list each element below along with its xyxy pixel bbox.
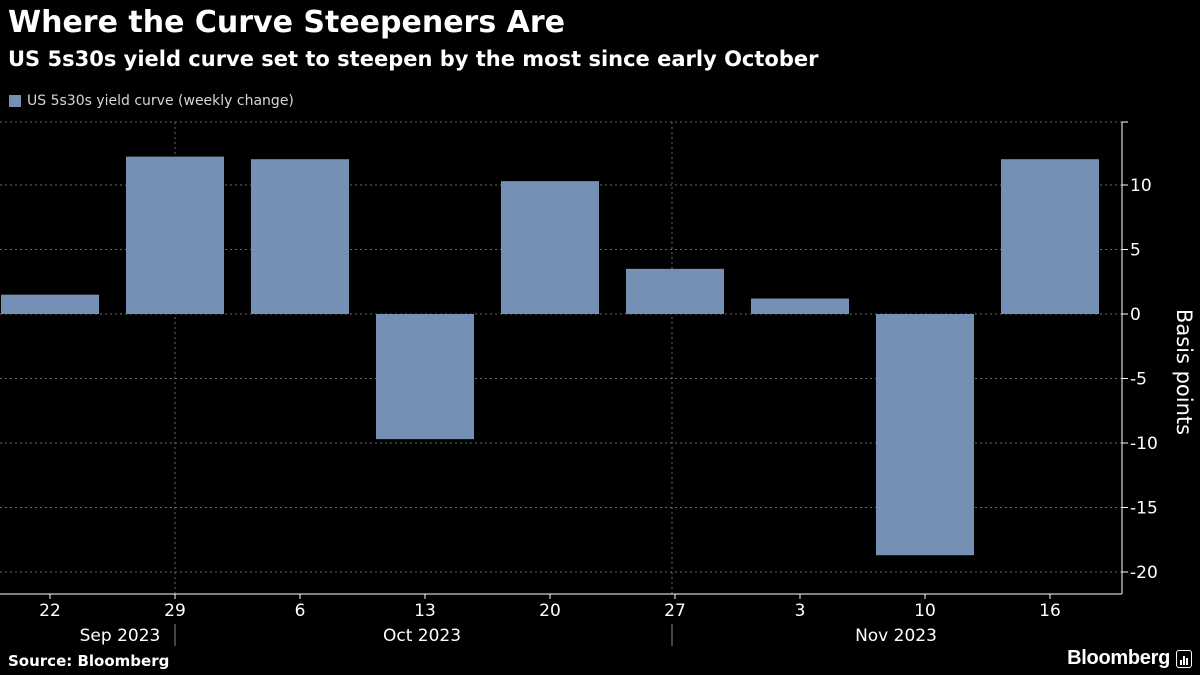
bar-6 [251,159,349,314]
x-tick-label: 22 [39,601,61,621]
y-tick-label: -5 [1130,370,1147,390]
bar-20 [501,181,599,314]
bar-3 [751,298,849,314]
month-label: Nov 2023 [855,626,937,646]
y-tick-label: 10 [1130,176,1152,196]
logo-text: Bloomberg [1067,647,1170,669]
bar-29 [126,156,224,314]
bar-22 [1,294,99,314]
chart-subtitle: US 5s30s yield curve set to steepen by t… [8,47,819,71]
x-tick-label: 10 [914,601,936,621]
legend: US 5s30s yield curve (weekly change) [9,92,294,110]
month-label: Oct 2023 [383,626,461,646]
legend-swatch [9,95,21,107]
bar-27 [626,268,724,314]
x-tick-label: 29 [164,601,186,621]
bar-13 [376,314,474,440]
legend-label: US 5s30s yield curve (weekly change) [27,93,294,109]
y-tick-label: 0 [1130,305,1141,325]
source-note: Source: Bloomberg [8,652,170,670]
chart-title: Where the Curve Steepeners Are [8,5,566,40]
y-axis-title: Basis points [1172,309,1196,435]
logo-mark-icon [1176,649,1192,668]
bar-16 [1001,159,1099,314]
y-tick-label: -10 [1130,434,1158,454]
y-tick-label: 5 [1130,241,1141,261]
x-tick-label: 16 [1039,601,1061,621]
x-tick-label: 20 [539,601,561,621]
x-tick-label: 13 [414,601,436,621]
x-tick-label: 3 [795,601,806,621]
y-tick-label: -20 [1130,563,1158,583]
x-tick-label: 6 [295,601,306,621]
x-tick-label: 27 [664,601,686,621]
month-label: Sep 2023 [80,626,161,646]
bar-10 [876,314,974,556]
bloomberg-logo: Bloomberg [1067,647,1192,670]
y-tick-label: -15 [1130,499,1158,519]
